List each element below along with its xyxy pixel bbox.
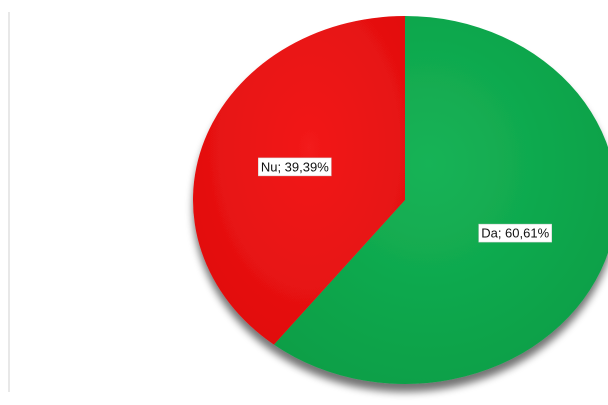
pie-slice-da (273, 16, 608, 384)
plot-border (8, 12, 10, 392)
svg-text:Nu; 39,39%: Nu; 39,39% (261, 159, 329, 174)
data-label-nu: Nu; 39,39% (258, 157, 332, 177)
data-label-da: Da; 60,61% (478, 223, 552, 243)
pie-slice-nu (193, 16, 405, 345)
svg-text:Da; 60,61%: Da; 60,61% (481, 226, 549, 241)
